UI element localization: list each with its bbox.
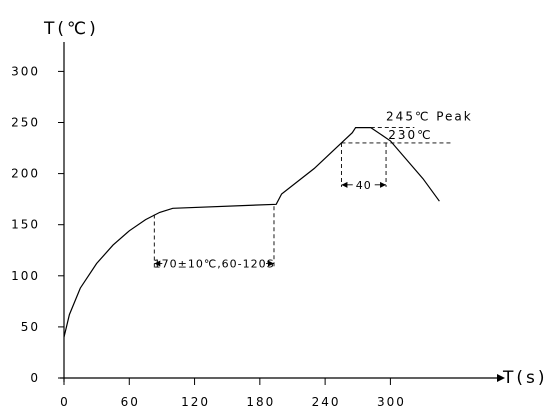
x-axis-ticks: 0 60 120 180 240 300 [60, 378, 406, 409]
y-tick-label: 150 [11, 218, 40, 232]
soak-arrowhead-right [267, 260, 274, 267]
x-tick-label: 240 [312, 395, 341, 409]
window-arrowhead-right [380, 181, 387, 188]
y-axis-title: T(℃) [43, 19, 99, 39]
window-label-background [352, 177, 375, 191]
peak-temperature-label: 245℃ Peak [386, 110, 473, 124]
temperature-profile-line [63, 127, 440, 338]
y-axis-ticks: 0 50 100 150 200 250 300 [11, 64, 64, 385]
soak-label-background [162, 255, 266, 271]
x-axis-title: T(s) [502, 368, 545, 388]
y-tick-label: 100 [11, 269, 40, 283]
y-tick-label: 300 [11, 64, 40, 78]
soak-arrowhead-left [154, 260, 161, 267]
window-arrowhead-left [341, 181, 348, 188]
soak-zone-label: 170±10℃,60-120S [154, 258, 275, 271]
x-tick-label: 60 [121, 395, 140, 409]
x-tick-label: 300 [377, 395, 406, 409]
y-tick-label: 50 [21, 320, 40, 334]
level-temperature-label: 230℃ [388, 128, 432, 142]
profile-annotations: 40 170±10℃,60-120S 245℃ Peak 230℃ [154, 110, 473, 271]
x-tick-label: 120 [181, 395, 210, 409]
x-tick-label: 180 [246, 395, 275, 409]
y-tick-label: 0 [30, 371, 40, 385]
y-tick-label: 250 [11, 116, 40, 130]
x-axis-arrowhead [497, 374, 505, 382]
x-tick-label: 0 [60, 395, 70, 409]
y-tick-label: 200 [11, 167, 40, 181]
window-duration-label: 40 [356, 179, 372, 192]
